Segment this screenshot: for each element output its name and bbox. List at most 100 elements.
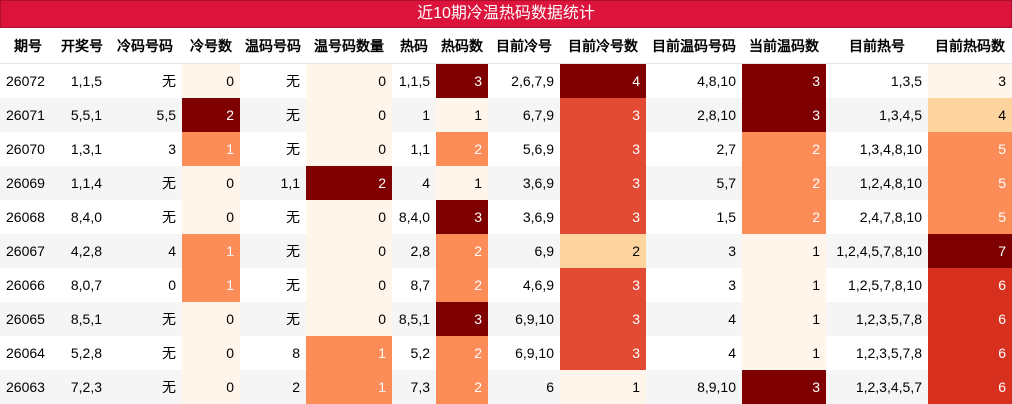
current-hot-cell: 1,3,4,8,10 — [826, 132, 928, 166]
cold-count-cell: 0 — [182, 336, 240, 370]
cold-numbers-cell: 无 — [108, 370, 182, 404]
current-cold-cell: 6,7,9 — [488, 98, 560, 132]
current-cold-cell: 2,6,7,9 — [488, 64, 560, 99]
current-warm-count-cell: 1 — [742, 268, 826, 302]
warm-numbers-cell: 无 — [240, 132, 306, 166]
warm-count-cell: 0 — [306, 200, 392, 234]
hot-count-cell: 2 — [436, 268, 488, 302]
current-cold-cell: 5,6,9 — [488, 132, 560, 166]
current-warm-cell: 1,5 — [646, 200, 742, 234]
warm-numbers-cell: 无 — [240, 200, 306, 234]
current-warm-cell: 5,7 — [646, 166, 742, 200]
draw-number-cell: 7,2,3 — [56, 370, 108, 404]
current-cold-count-cell: 3 — [560, 268, 646, 302]
current-hot-count-cell: 5 — [928, 132, 1012, 166]
draw-number-cell: 5,5,1 — [56, 98, 108, 132]
current-hot-count-cell: 3 — [928, 64, 1012, 99]
hot-count-cell: 3 — [436, 302, 488, 336]
current-warm-count-cell: 2 — [742, 200, 826, 234]
warm-numbers-cell: 无 — [240, 268, 306, 302]
draw-number-cell: 8,0,7 — [56, 268, 108, 302]
current-cold-count-cell: 3 — [560, 336, 646, 370]
current-cold-count-cell: 3 — [560, 302, 646, 336]
cold-numbers-cell: 5,5 — [108, 98, 182, 132]
current-cold-count-cell: 3 — [560, 200, 646, 234]
current-hot-count-cell: 5 — [928, 200, 1012, 234]
col-header-current-cold: 目前冷号 — [488, 28, 560, 64]
issue-cell: 26069 — [0, 166, 56, 200]
current-cold-count-cell: 2 — [560, 234, 646, 268]
issue-cell: 26072 — [0, 64, 56, 99]
current-cold-cell: 6,9 — [488, 234, 560, 268]
current-cold-count-cell: 4 — [560, 64, 646, 99]
current-warm-cell: 8,9,10 — [646, 370, 742, 404]
current-hot-count-cell: 6 — [928, 268, 1012, 302]
current-hot-cell: 1,2,4,5,7,8,10 — [826, 234, 928, 268]
current-hot-count-cell: 7 — [928, 234, 1012, 268]
issue-cell: 26067 — [0, 234, 56, 268]
col-header-cold-numbers: 冷码号码 — [108, 28, 182, 64]
current-warm-count-cell: 3 — [742, 370, 826, 404]
warm-count-cell: 1 — [306, 370, 392, 404]
current-cold-cell: 6,9,10 — [488, 336, 560, 370]
hot-numbers-cell: 4 — [392, 166, 436, 200]
warm-numbers-cell: 无 — [240, 234, 306, 268]
current-warm-count-cell: 2 — [742, 132, 826, 166]
col-header-current-warm-count: 当前温码数 — [742, 28, 826, 64]
current-hot-cell: 1,2,5,7,8,10 — [826, 268, 928, 302]
hot-count-cell: 1 — [436, 166, 488, 200]
current-cold-count-cell: 3 — [560, 132, 646, 166]
current-cold-count-cell: 3 — [560, 98, 646, 132]
warm-count-cell: 0 — [306, 98, 392, 132]
current-hot-cell: 1,3,5 — [826, 64, 928, 99]
current-cold-count-cell: 1 — [560, 370, 646, 404]
cold-count-cell: 0 — [182, 166, 240, 200]
current-warm-cell: 4 — [646, 302, 742, 336]
col-header-cold-count: 冷号数 — [182, 28, 240, 64]
warm-numbers-cell: 8 — [240, 336, 306, 370]
issue-cell: 26065 — [0, 302, 56, 336]
warm-count-cell: 0 — [306, 64, 392, 99]
cold-count-cell: 0 — [182, 200, 240, 234]
current-cold-cell: 4,6,9 — [488, 268, 560, 302]
cold-warm-hot-stats-table: 期号 开奖号 冷码号码 冷号数 温码号码 温号码数量 热码 热码数 目前冷号 目… — [0, 28, 1012, 404]
col-header-current-warm: 目前温码号码 — [646, 28, 742, 64]
cold-numbers-cell: 4 — [108, 234, 182, 268]
current-warm-cell: 3 — [646, 268, 742, 302]
col-header-current-hot: 目前热号 — [826, 28, 928, 64]
cold-numbers-cell: 3 — [108, 132, 182, 166]
hot-numbers-cell: 2,8 — [392, 234, 436, 268]
col-header-current-cold-count: 目前冷号数 — [560, 28, 646, 64]
cold-count-cell: 1 — [182, 234, 240, 268]
warm-count-cell: 2 — [306, 166, 392, 200]
cold-numbers-cell: 无 — [108, 302, 182, 336]
current-hot-cell: 1,3,4,5 — [826, 98, 928, 132]
col-header-hot-count: 热码数 — [436, 28, 488, 64]
warm-numbers-cell: 无 — [240, 64, 306, 99]
table-title: 近10期冷温热码数据统计 — [0, 0, 1012, 28]
col-header-hot-numbers: 热码 — [392, 28, 436, 64]
warm-count-cell: 0 — [306, 268, 392, 302]
warm-numbers-cell: 无 — [240, 98, 306, 132]
current-hot-count-cell: 5 — [928, 166, 1012, 200]
cold-count-cell: 1 — [182, 268, 240, 302]
current-cold-cell: 6,9,10 — [488, 302, 560, 336]
header-row: 期号 开奖号 冷码号码 冷号数 温码号码 温号码数量 热码 热码数 目前冷号 目… — [0, 28, 1012, 64]
issue-cell: 26064 — [0, 336, 56, 370]
current-warm-count-cell: 1 — [742, 336, 826, 370]
current-warm-cell: 4,8,10 — [646, 64, 742, 99]
hot-numbers-cell: 8,7 — [392, 268, 436, 302]
cold-numbers-cell: 无 — [108, 200, 182, 234]
warm-count-cell: 0 — [306, 132, 392, 166]
col-header-draw-number: 开奖号 — [56, 28, 108, 64]
cold-count-cell: 2 — [182, 98, 240, 132]
issue-cell: 26070 — [0, 132, 56, 166]
current-warm-count-cell: 3 — [742, 64, 826, 99]
